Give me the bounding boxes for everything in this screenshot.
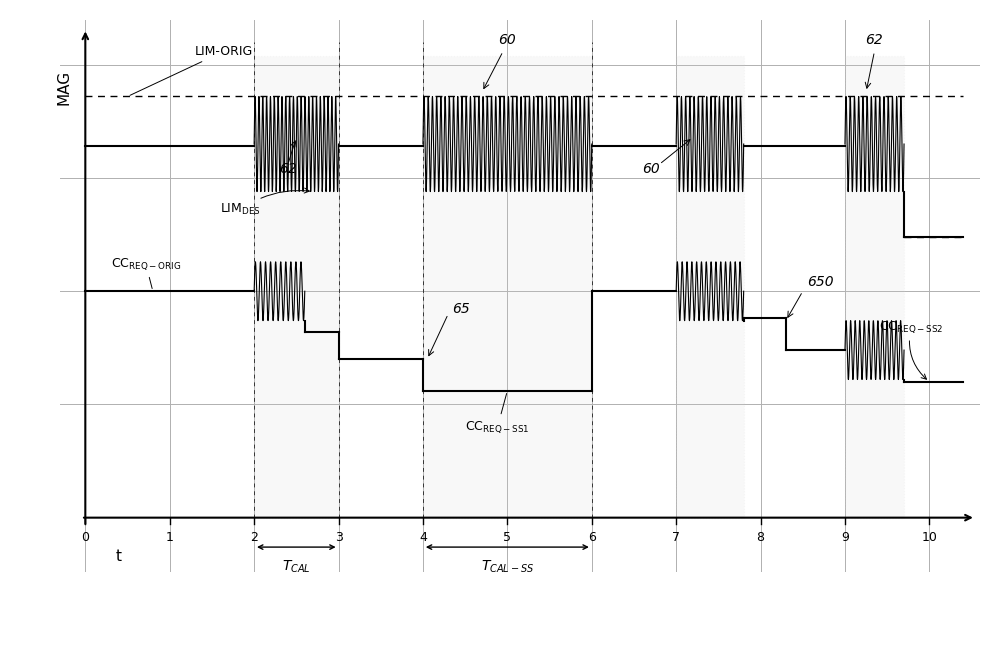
Text: 1: 1 bbox=[166, 531, 174, 544]
Text: CC$_{\mathregular{REQ-SS2}}$: CC$_{\mathregular{REQ-SS2}}$ bbox=[879, 320, 943, 379]
Text: 65: 65 bbox=[452, 302, 470, 317]
Text: 60: 60 bbox=[498, 32, 516, 47]
Text: 2: 2 bbox=[250, 531, 258, 544]
Text: 8: 8 bbox=[757, 531, 765, 544]
Bar bbox=[254, 56, 339, 517]
Text: LIM-ORIG: LIM-ORIG bbox=[130, 45, 253, 96]
Bar bbox=[676, 56, 744, 517]
Text: CC$_{\mathregular{REQ-SS1}}$: CC$_{\mathregular{REQ-SS1}}$ bbox=[465, 393, 530, 435]
Text: 650: 650 bbox=[807, 275, 834, 289]
Text: 5: 5 bbox=[503, 531, 511, 544]
Text: 7: 7 bbox=[672, 531, 680, 544]
Text: $T_{CAL-SS}$: $T_{CAL-SS}$ bbox=[481, 558, 534, 575]
Text: 6: 6 bbox=[588, 531, 596, 544]
Text: 60: 60 bbox=[642, 162, 660, 176]
Text: 62: 62 bbox=[866, 32, 883, 47]
Text: $T_{CAL}$: $T_{CAL}$ bbox=[282, 558, 311, 575]
Text: 0: 0 bbox=[81, 531, 89, 544]
Bar bbox=[423, 56, 592, 517]
Text: MAG: MAG bbox=[57, 70, 72, 105]
Text: CC$_{\mathregular{REQ-ORIG}}$: CC$_{\mathregular{REQ-ORIG}}$ bbox=[111, 256, 181, 289]
Text: 10: 10 bbox=[921, 531, 937, 544]
Text: 9: 9 bbox=[841, 531, 849, 544]
Text: LIM$_{\mathregular{DES}}$: LIM$_{\mathregular{DES}}$ bbox=[220, 188, 309, 217]
Text: 3: 3 bbox=[335, 531, 342, 544]
Text: t: t bbox=[116, 549, 122, 564]
Text: 4: 4 bbox=[419, 531, 427, 544]
Text: 62: 62 bbox=[279, 162, 297, 176]
Bar bbox=[845, 56, 904, 517]
